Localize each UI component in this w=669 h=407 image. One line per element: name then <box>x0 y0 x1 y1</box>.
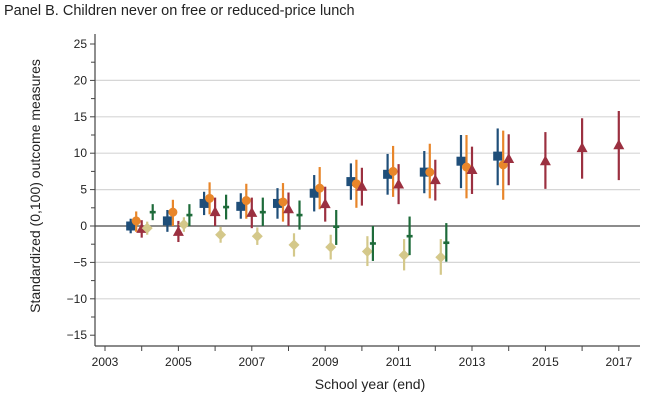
x-tick-label: 2005 <box>165 355 192 369</box>
y-tick-label: 10 <box>74 146 88 160</box>
data-point-square <box>493 151 503 161</box>
data-point-triangle <box>393 178 405 189</box>
data-point-diamond <box>251 230 263 242</box>
data-point-square <box>383 169 393 179</box>
x-tick-label: 2013 <box>459 355 486 369</box>
y-tick-label: −10 <box>67 292 88 306</box>
y-axis-label: Standardized (0,100) outcome measures <box>27 59 43 313</box>
series-red-triangle <box>136 110 625 243</box>
x-tick-label: 2007 <box>238 355 265 369</box>
data-point-diamond <box>361 245 373 257</box>
data-point-circle <box>131 216 141 226</box>
data-point-plus <box>369 242 376 245</box>
series-orange-circle <box>131 130 508 232</box>
chart-title: Panel B. Children never on free or reduc… <box>4 3 355 19</box>
series-navy-square <box>126 128 503 234</box>
data-point-square <box>126 221 136 231</box>
data-point-plus <box>443 241 450 245</box>
data-point-plus <box>406 234 413 238</box>
data-point-square <box>199 198 209 208</box>
data-point-square <box>236 201 246 211</box>
data-point-plus <box>296 213 303 217</box>
data-point-triangle <box>209 206 221 217</box>
x-axis-label: School year (end) <box>315 376 426 392</box>
data-point-diamond <box>325 241 337 253</box>
x-tick-label: 2003 <box>92 355 119 369</box>
y-tick-label: −15 <box>67 328 88 342</box>
data-point-square <box>309 188 319 198</box>
x-tick-label: 2009 <box>312 355 339 369</box>
y-tick-label: 5 <box>80 183 87 197</box>
data-point-square <box>456 156 466 166</box>
data-point-plus <box>259 210 266 214</box>
data-point-triangle <box>429 174 441 185</box>
data-point-triangle <box>246 206 258 217</box>
y-tick-label: 15 <box>74 110 88 124</box>
data-point-circle <box>425 167 435 177</box>
data-point-diamond <box>215 229 227 241</box>
data-point-diamond <box>398 249 410 261</box>
data-point-square <box>162 216 172 226</box>
y-tick-label: 0 <box>80 219 87 233</box>
series-tan-diamond <box>141 217 447 275</box>
data-point-triangle <box>539 155 551 166</box>
data-point-square <box>419 167 429 177</box>
data-point-circle <box>461 162 471 172</box>
series-green-plus <box>149 194 450 262</box>
data-point-diamond <box>288 239 300 251</box>
data-point-triangle <box>356 180 368 191</box>
data-point-plus <box>149 210 156 214</box>
data-point-triangle <box>503 153 515 164</box>
data-point-circle <box>388 166 398 176</box>
data-point-triangle <box>172 225 184 236</box>
data-point-square <box>272 198 282 208</box>
data-point-circle <box>205 193 215 203</box>
x-tick-label: 2011 <box>386 355 412 369</box>
y-tick-label: −5 <box>73 255 87 269</box>
data-point-square <box>346 177 356 187</box>
data-point-triangle <box>319 198 331 209</box>
y-tick-label: 25 <box>74 37 88 51</box>
y-tick-label: 20 <box>74 73 88 87</box>
data-point-plus <box>333 225 340 229</box>
data-point-circle <box>278 197 288 207</box>
x-tick-label: 2017 <box>605 355 632 369</box>
data-point-circle <box>168 207 178 217</box>
data-point-plus <box>186 213 193 217</box>
data-point-triangle <box>576 142 588 153</box>
data-point-plus <box>223 205 230 209</box>
data-point-triangle <box>466 163 478 174</box>
data-point-diamond <box>435 251 447 263</box>
x-tick-label: 2015 <box>532 355 559 369</box>
data-point-circle <box>351 179 361 189</box>
data-point-diamond <box>141 222 153 234</box>
data-point-triangle <box>283 203 294 214</box>
gridlines <box>95 79 640 300</box>
data-point-diamond <box>178 219 190 231</box>
data-point-triangle <box>613 139 625 150</box>
data-point-circle <box>315 183 325 193</box>
data-marks <box>126 110 625 275</box>
data-point-circle <box>241 196 251 206</box>
